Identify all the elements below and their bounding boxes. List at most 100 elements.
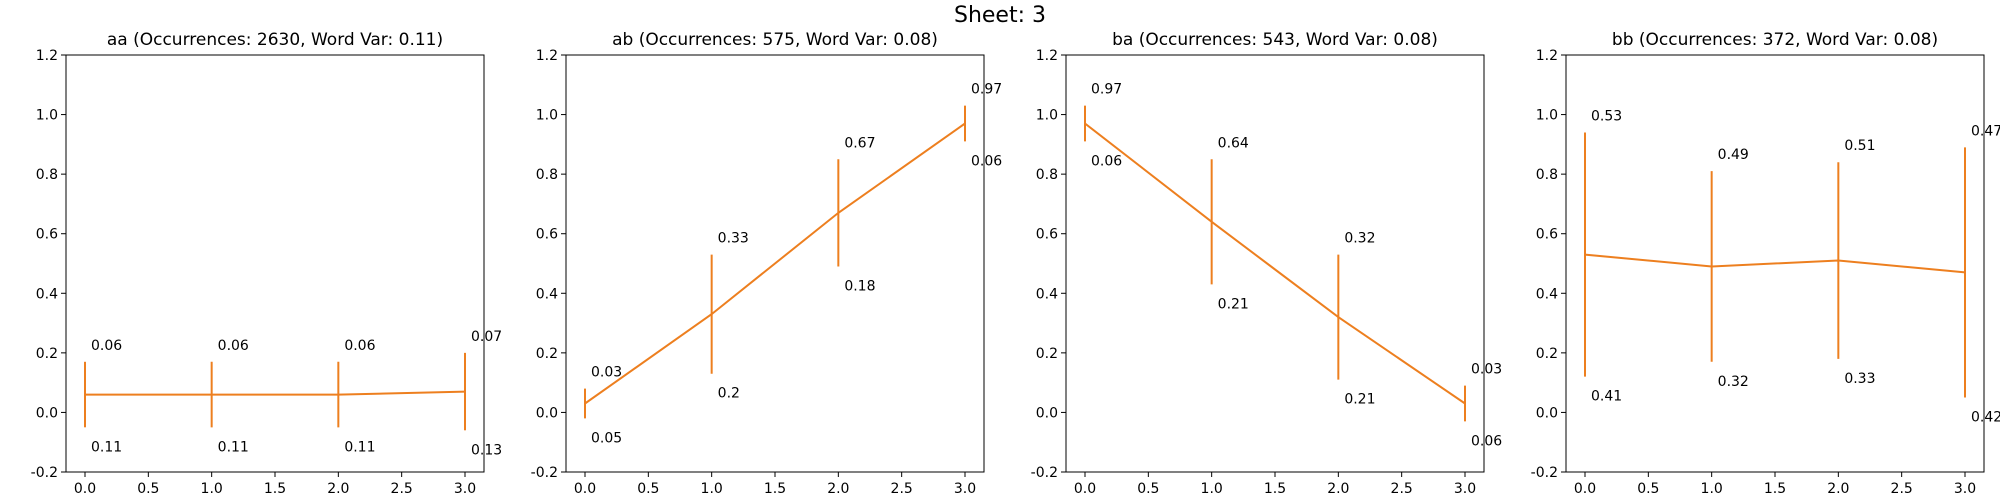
data-label-mean: 0.03	[591, 365, 622, 381]
sheet-title: Sheet: 3	[954, 3, 1046, 28]
y-tick-label: -0.2	[531, 465, 558, 481]
data-label-mean: 0.07	[471, 329, 502, 345]
data-label-mean: 0.03	[1471, 362, 1502, 378]
x-tick-label: 0.0	[74, 481, 96, 497]
data-label-mean: 0.53	[1591, 108, 1622, 124]
y-tick-label: 1.2	[1036, 48, 1058, 64]
data-label-mean: 0.67	[844, 135, 875, 151]
y-tick-label: 0.6	[36, 227, 58, 243]
y-tick-label: -0.2	[31, 465, 58, 481]
x-tick-label: 0.0	[1074, 481, 1096, 497]
data-label-error: 0.41	[1591, 389, 1622, 405]
y-tick-label: 0.0	[1036, 405, 1058, 421]
x-tick-label: 2.0	[1827, 481, 1849, 497]
x-tick-label: 2.0	[827, 481, 849, 497]
data-label-mean: 0.47	[1971, 123, 2000, 139]
x-tick-label: 2.5	[1391, 481, 1413, 497]
y-tick-label: 0.0	[1536, 405, 1558, 421]
x-tick-label: 2.0	[1327, 481, 1349, 497]
panel-1: aa (Occurrences: 2630, Word Var: 0.11) -0…	[31, 30, 503, 497]
x-tick-label: 1.0	[1701, 481, 1723, 497]
y-tick-label: 0.8	[1536, 167, 1558, 183]
y-tick-label: 0.2	[536, 346, 558, 362]
data-label-mean: 0.97	[1091, 82, 1122, 98]
x-tick-label: 3.0	[954, 481, 976, 497]
x-tick-label: 2.0	[327, 481, 349, 497]
data-label-mean: 0.49	[1718, 147, 1749, 163]
x-tick-label: 1.5	[1264, 481, 1286, 497]
y-tick-label: 0.4	[536, 286, 558, 302]
y-tick-label: 1.0	[1036, 108, 1058, 124]
data-label-error: 0.05	[591, 430, 622, 446]
x-tick-label: 2.5	[891, 481, 913, 497]
data-label-mean: 0.97	[971, 82, 1002, 98]
y-tick-label: 1.0	[536, 108, 558, 124]
x-tick-label: 0.5	[137, 481, 159, 497]
data-label-mean: 0.33	[718, 231, 749, 247]
data-label-error: 0.06	[971, 153, 1002, 169]
data-label-error: 0.11	[218, 439, 249, 455]
y-tick-label: 0.6	[1536, 227, 1558, 243]
data-label-error: 0.21	[1218, 296, 1249, 312]
data-label-error: 0.32	[1718, 374, 1749, 390]
panel-2: ab (Occurrences: 575, Word Var: 0.08) -0.…	[531, 30, 1003, 497]
axes-frame	[1065, 54, 1485, 473]
x-tick-label: 0.5	[1637, 481, 1659, 497]
x-tick-label: 2.5	[391, 481, 413, 497]
axes-frame	[65, 54, 485, 473]
data-label-mean: 0.06	[344, 338, 375, 354]
data-label-error: 0.2	[718, 386, 740, 402]
y-tick-label: 0.8	[1036, 167, 1058, 183]
data-label-mean: 0.32	[1344, 231, 1375, 247]
data-label-error: 0.06	[1471, 433, 1502, 449]
y-tick-label: 1.2	[1536, 48, 1558, 64]
x-tick-label: 1.5	[764, 481, 786, 497]
x-tick-label: 0.5	[1137, 481, 1159, 497]
y-tick-label: 1.2	[36, 48, 58, 64]
data-label-mean: 0.51	[1844, 138, 1875, 154]
y-tick-label: -0.2	[1531, 465, 1558, 481]
data-label-error: 0.11	[91, 439, 122, 455]
y-tick-label: 0.8	[36, 167, 58, 183]
y-tick-label: 0.6	[536, 227, 558, 243]
x-tick-label: 3.0	[1454, 481, 1476, 497]
data-label-error: 0.06	[1091, 153, 1122, 169]
x-tick-label: 0.5	[637, 481, 659, 497]
y-tick-label: 0.8	[536, 167, 558, 183]
panel-3: ba (Occurrences: 543, Word Var: 0.08) -0.…	[1031, 30, 1503, 497]
y-tick-label: 0.4	[36, 286, 58, 302]
y-tick-label: 1.2	[536, 48, 558, 64]
y-tick-label: 0.2	[36, 346, 58, 362]
x-tick-label: 1.0	[1201, 481, 1223, 497]
x-tick-label: 2.5	[1891, 481, 1913, 497]
panel-title: bb (Occurrences: 372, Word Var: 0.08)	[1612, 30, 1938, 50]
data-label-error: 0.21	[1344, 392, 1375, 408]
panel-title: ab (Occurrences: 575, Word Var: 0.08)	[612, 30, 938, 50]
x-tick-label: 0.0	[1574, 481, 1596, 497]
data-label-mean: 0.64	[1218, 135, 1249, 151]
y-tick-label: 1.0	[36, 108, 58, 124]
data-label-error: 0.42	[1971, 410, 2000, 426]
series-line	[1584, 253, 1966, 274]
data-label-error: 0.33	[1844, 371, 1875, 387]
series-line	[584, 122, 966, 405]
y-tick-label: -0.2	[1031, 465, 1058, 481]
y-tick-label: 0.0	[36, 405, 58, 421]
y-tick-label: 0.4	[1536, 286, 1558, 302]
data-label-mean: 0.06	[218, 338, 249, 354]
y-tick-label: 0.0	[536, 405, 558, 421]
panel-title: aa (Occurrences: 2630, Word Var: 0.11)	[107, 30, 443, 50]
data-label-error: 0.13	[471, 442, 502, 458]
panel-4: bb (Occurrences: 372, Word Var: 0.08) -0.…	[1531, 30, 2000, 497]
y-tick-label: 1.0	[1536, 108, 1558, 124]
x-tick-label: 3.0	[1954, 481, 1976, 497]
x-tick-label: 0.0	[574, 481, 596, 497]
y-tick-label: 0.6	[1036, 227, 1058, 243]
x-tick-label: 1.5	[264, 481, 286, 497]
y-tick-label: 0.4	[1036, 286, 1058, 302]
panel-title: ba (Occurrences: 543, Word Var: 0.08)	[1112, 30, 1438, 50]
data-label-error: 0.18	[844, 278, 875, 294]
y-tick-label: 0.2	[1536, 346, 1558, 362]
